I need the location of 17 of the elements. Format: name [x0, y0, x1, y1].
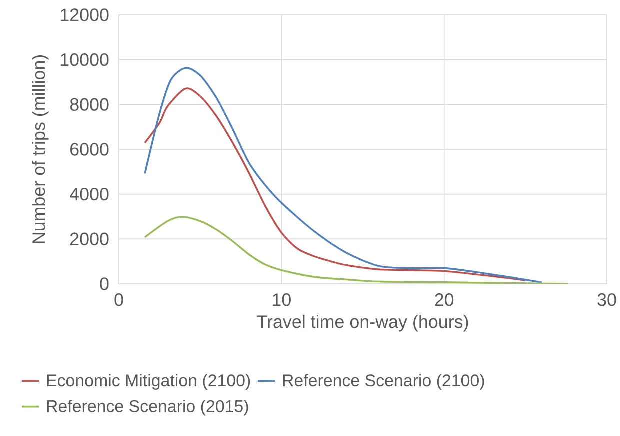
y-axis-title: Number of trips (million) [32, 55, 49, 244]
x-tick-label: 0 [114, 294, 124, 306]
y-tick-label: 0 [100, 278, 109, 290]
x-axis-title: Travel time on-way (hours) [257, 315, 468, 332]
y-tick-label: 2000 [70, 232, 109, 246]
y-tick-label: 10000 [60, 53, 109, 66]
y-tick-label: 12000 [60, 8, 109, 22]
y-tick-label: 6000 [70, 143, 109, 156]
x-tick-label: 30 [598, 294, 616, 306]
legend-label: Reference Scenario (2015) [47, 400, 248, 416]
x-tick-label: 20 [435, 294, 454, 306]
y-tick-label: 8000 [70, 98, 109, 112]
y-tick-label: 4000 [70, 188, 109, 201]
legend-label: Economic Mitigation (2100) [47, 374, 250, 390]
x-tick-label: 10 [273, 294, 291, 306]
line-series [144, 216, 569, 284]
legend-label: Reference Scenario (2100) [283, 374, 484, 390]
